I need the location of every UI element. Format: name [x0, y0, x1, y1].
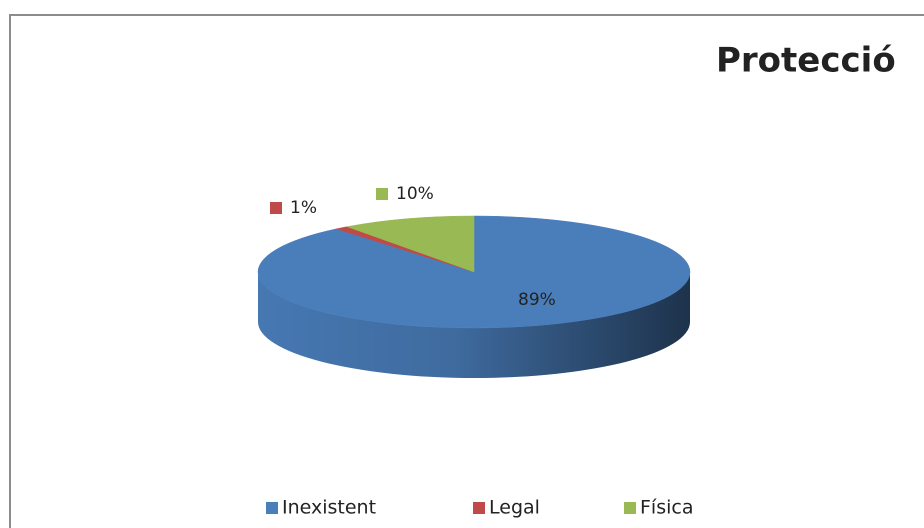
legend-label: Física [640, 497, 693, 519]
pie [257, 215, 691, 378]
legend-label: Inexistent [282, 497, 376, 519]
percent-sign: % [301, 198, 317, 218]
slice [346, 215, 475, 273]
percent-sign: % [418, 184, 434, 204]
legend-key [266, 502, 278, 514]
chart-title: Protecció [716, 41, 896, 81]
data-labels: 89% 1% 10% [270, 184, 556, 310]
label-key [270, 202, 282, 214]
label-key [498, 294, 510, 306]
label-key [376, 188, 388, 200]
slice-side-shade [258, 272, 690, 378]
data-label: 1% [290, 198, 317, 218]
legend-key [473, 502, 485, 514]
data-label: 10% [396, 184, 434, 204]
percent-sign: % [540, 290, 556, 310]
data-label: 89% [518, 290, 556, 310]
legend: Inexistent Legal Física [266, 497, 693, 519]
legend-key [624, 502, 636, 514]
legend-label: Legal [489, 497, 540, 519]
